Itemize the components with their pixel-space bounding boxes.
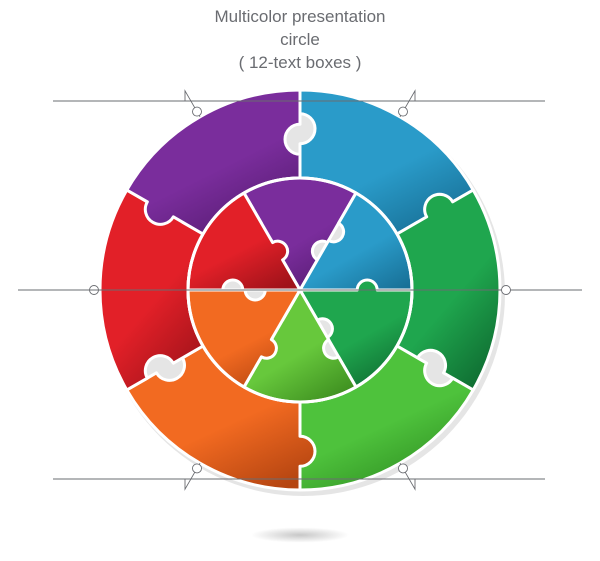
callout-dot-1 [399,107,408,116]
puzzle-circle-diagram [0,0,600,561]
callout-dot-5 [399,464,408,473]
callout-dot-6 [502,286,511,295]
callout-dot-4 [193,464,202,473]
stage: Multicolor presentation circle ( 12-text… [0,0,600,561]
callout-dot-2 [193,107,202,116]
